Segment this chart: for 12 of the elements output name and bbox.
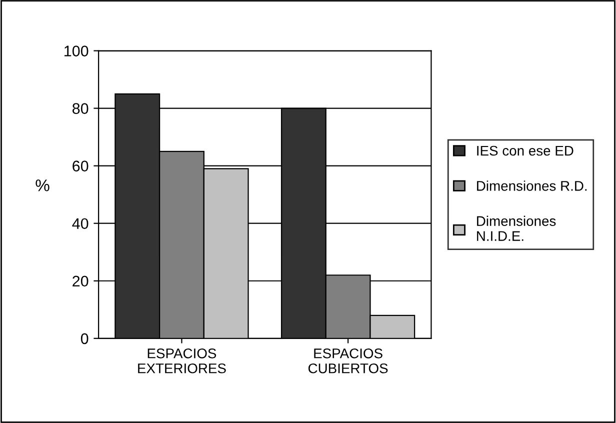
y-axis-title: % (36, 180, 50, 192)
y-tick-label: 80 (72, 103, 88, 114)
x-tick-label: ESPACIOS EXTERIORES (138, 348, 226, 374)
y-tick-label: 40 (72, 218, 88, 230)
y-tick-label: 20 (72, 276, 88, 287)
y-tick-label: 0 (80, 333, 88, 344)
legend-label: Dimensiones R.D. (477, 180, 587, 191)
y-tick-label: 60 (72, 160, 88, 172)
x-tick-label: ESPACIOS CUBIERTOS (308, 348, 388, 374)
y-tick-label: 100 (64, 46, 88, 56)
legend-label: Dimensiones N.I.D.E. (477, 216, 556, 241)
legend-label: IES con ese ED (477, 146, 574, 156)
